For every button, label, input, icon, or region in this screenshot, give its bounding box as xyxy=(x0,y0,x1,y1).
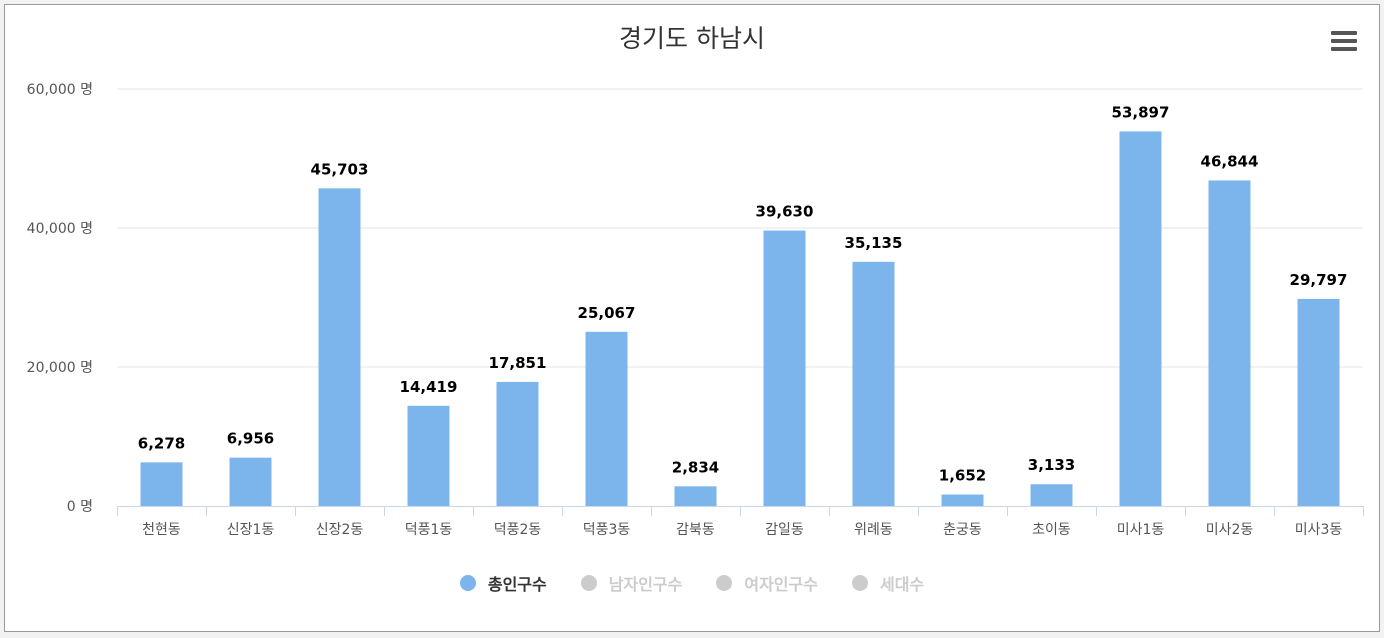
x-tick-label: 천현동 xyxy=(142,522,181,538)
x-tick-label: 미사1동 xyxy=(1117,522,1165,538)
x-tick-label: 감일동 xyxy=(765,522,804,538)
x-tick-label: 덕풍3동 xyxy=(583,522,631,538)
bar[interactable] xyxy=(1119,131,1162,507)
y-tick-label: 0 명 xyxy=(67,499,93,515)
data-label: 46,844 xyxy=(1201,152,1259,170)
bar[interactable] xyxy=(318,188,361,507)
x-tick-label: 미사2동 xyxy=(1206,522,1254,538)
chart-container: 경기도 하남시 0 명 20,000 명 40,000 명 60,000 명 6,278… xyxy=(4,4,1380,632)
bar[interactable] xyxy=(1030,484,1073,506)
x-tick-label: 미사3동 xyxy=(1295,522,1343,538)
y-tick-label: 20,000 명 xyxy=(27,360,93,376)
legend-label: 여자인구수 xyxy=(744,575,818,594)
legend-dot-icon xyxy=(716,575,733,591)
bar[interactable] xyxy=(229,457,272,506)
data-label: 29,797 xyxy=(1290,271,1348,289)
bar-chart: 0 명 20,000 명 40,000 명 60,000 명 6,278 천현동 6,956… xyxy=(27,82,1364,538)
bar[interactable] xyxy=(852,261,895,506)
data-label: 6,278 xyxy=(138,434,185,452)
data-label: 2,834 xyxy=(672,458,719,476)
data-label: 3,133 xyxy=(1028,456,1075,474)
x-tick-label: 감북동 xyxy=(676,522,715,538)
bar[interactable] xyxy=(585,331,628,506)
legend-item[interactable]: 남자인구수 xyxy=(580,571,683,595)
legend-dot-icon xyxy=(851,575,868,591)
legend-item[interactable]: 여자인구수 xyxy=(716,571,818,595)
data-label: 45,703 xyxy=(311,160,369,178)
data-label: 6,956 xyxy=(227,430,274,448)
bar[interactable] xyxy=(407,405,450,506)
data-label: 17,851 xyxy=(489,354,547,372)
bar[interactable] xyxy=(941,494,984,506)
legend-item[interactable]: 총인구수 xyxy=(459,571,547,595)
hamburger-menu-icon[interactable] xyxy=(1331,31,1357,51)
data-label: 14,419 xyxy=(400,378,458,396)
x-tick-label: 춘궁동 xyxy=(943,522,982,538)
bar[interactable] xyxy=(1208,180,1251,506)
data-label: 25,067 xyxy=(578,304,636,322)
x-tick-label: 위례동 xyxy=(854,522,893,538)
bar[interactable] xyxy=(496,381,539,506)
chart-legend: 총인구수 남자인구수 여자인구수 세대수 xyxy=(5,571,1379,595)
x-tick-label: 덕풍2동 xyxy=(494,522,542,538)
legend-dot-icon xyxy=(580,575,597,591)
y-tick-label: 60,000 명 xyxy=(27,82,93,98)
legend-label: 남자인구수 xyxy=(608,575,683,594)
y-tick-label: 40,000 명 xyxy=(27,221,93,237)
x-tick-label: 신장2동 xyxy=(316,522,364,538)
bar[interactable] xyxy=(140,462,183,506)
x-tick-label: 초이동 xyxy=(1032,522,1071,538)
x-tick-label: 덕풍1동 xyxy=(405,522,453,538)
data-label: 1,652 xyxy=(939,467,986,485)
data-label: 39,630 xyxy=(756,203,814,221)
chart-title: 경기도 하남시 xyxy=(619,24,765,53)
data-label: 53,897 xyxy=(1112,103,1170,121)
bar[interactable] xyxy=(1297,298,1340,506)
legend-item[interactable]: 세대수 xyxy=(851,571,925,595)
legend-dot-icon xyxy=(459,575,476,591)
x-tick-label: 신장1동 xyxy=(227,522,275,538)
legend-label: 세대수 xyxy=(879,575,925,594)
bar[interactable] xyxy=(763,230,806,506)
legend-label: 총인구수 xyxy=(487,575,547,594)
bar[interactable] xyxy=(674,486,717,506)
data-label: 35,135 xyxy=(845,234,903,252)
